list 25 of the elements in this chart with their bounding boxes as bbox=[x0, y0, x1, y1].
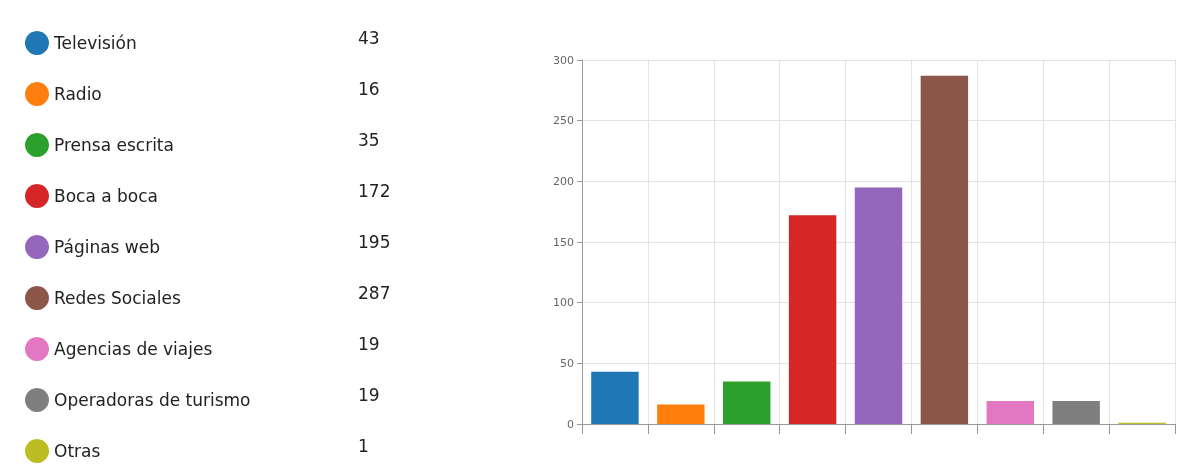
legend-label: Boca a boca bbox=[54, 186, 159, 206]
y-tick-label: 100 bbox=[553, 296, 574, 310]
text: 16 bbox=[358, 78, 380, 99]
y-tick-label: 50 bbox=[560, 356, 574, 370]
y-tick-label: 300 bbox=[553, 53, 574, 67]
text: 1 bbox=[358, 435, 369, 456]
legend-label: Páginas web bbox=[54, 237, 161, 257]
legend-label: Operadoras de turismo bbox=[54, 390, 251, 410]
text: 172 bbox=[358, 180, 391, 201]
legend-label: Redes Sociales bbox=[54, 288, 181, 308]
legend-label: Prensa escrita bbox=[54, 135, 174, 155]
legend-label: Radio bbox=[54, 84, 102, 104]
legend-label: Otras bbox=[54, 441, 101, 461]
text: 43 bbox=[358, 27, 380, 48]
legend-label: Agencias de viajes bbox=[54, 339, 213, 359]
y-tick-label: 250 bbox=[553, 114, 574, 128]
y-tick-label: 150 bbox=[553, 235, 574, 249]
legend-label: Televisión bbox=[53, 33, 137, 53]
text: 19 bbox=[358, 333, 380, 354]
text: 35 bbox=[358, 129, 380, 150]
y-tick-label: 0 bbox=[567, 417, 574, 431]
y-tick-label: 200 bbox=[553, 174, 574, 188]
text: 287 bbox=[358, 282, 391, 303]
text: 19 bbox=[358, 384, 380, 405]
text: 195 bbox=[358, 231, 391, 252]
